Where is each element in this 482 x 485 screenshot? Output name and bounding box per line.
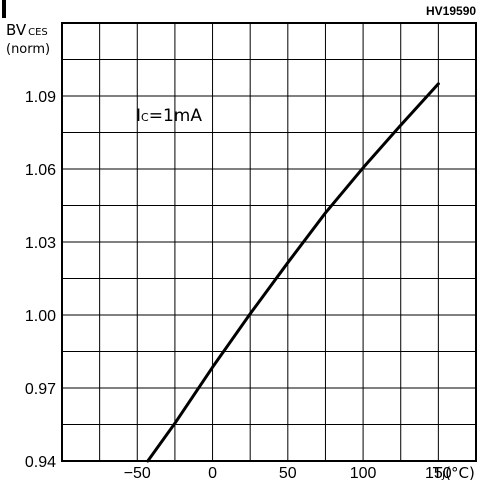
grid — [62, 23, 476, 461]
figure-code: HV19590 — [426, 4, 476, 18]
y-tick-label: 1.06 — [25, 162, 56, 179]
y-tick-label: 0.97 — [25, 381, 56, 398]
x-axis-label: TJ(°C) — [432, 464, 475, 482]
y-tick-label: 0.94 — [25, 454, 56, 471]
plot-frame — [61, 22, 477, 462]
annotation-main: I — [136, 106, 141, 126]
x-axis-label-main: T — [432, 464, 443, 482]
x-tick-label: −50 — [124, 465, 151, 482]
x-tick-label: 150 — [425, 465, 452, 482]
annotation-sub: C — [141, 111, 149, 124]
annotation: IC=1mA — [136, 106, 202, 126]
x-tick-label: 50 — [279, 465, 297, 482]
y-tick-label: 1.03 — [25, 235, 56, 252]
y-axis-label-norm: (norm) — [6, 42, 50, 57]
y-tick-label: 1.09 — [25, 89, 56, 106]
x-tick-labels: −50 0 50 100 150 — [124, 465, 452, 482]
x-tick-label: 0 — [208, 465, 217, 482]
y-axis-label-sub: CES — [28, 27, 48, 38]
corner-marker — [2, 0, 6, 18]
y-tick-labels: 0.94 0.97 1.00 1.03 1.06 1.09 — [25, 89, 56, 471]
y-axis-label: BV CES — [6, 21, 48, 39]
series-line — [146, 82, 440, 463]
x-axis-label-unit: (°C) — [445, 464, 475, 482]
x-tick-label: 100 — [350, 465, 377, 482]
y-tick-label: 1.00 — [25, 308, 56, 325]
y-axis-label-main: BV — [6, 21, 27, 39]
x-axis-label-sub: J — [441, 470, 445, 481]
annotation-value: =1mA — [149, 106, 203, 126]
